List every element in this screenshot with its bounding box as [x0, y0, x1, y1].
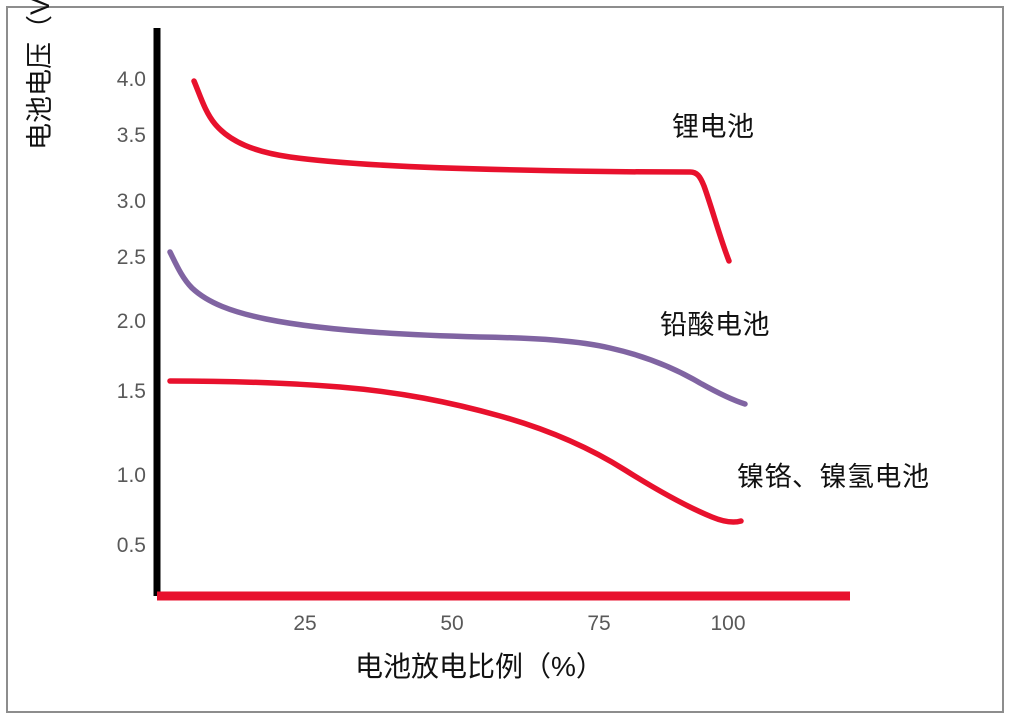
x-tick-label-100: 100	[710, 612, 746, 635]
series-label-lithium: 锂电池	[672, 112, 755, 142]
y-tick-label-0-5: 0.5	[116, 534, 146, 557]
x-axis-title: 电池放电比例（%）	[355, 651, 604, 682]
series-label-lead-acid: 铅酸电池	[660, 310, 770, 340]
y-axis-title: 电池电压（V）	[25, 0, 55, 151]
series-line-nicd-nimh	[167, 378, 744, 525]
y-tick-label-1-0: 1.0	[116, 464, 146, 487]
y-tick-label-2-0: 2.0	[116, 310, 146, 333]
y-tick-label-3-0: 3.0	[116, 190, 146, 213]
series-label-nicd-nimh: 镍铬、镍氢电池	[737, 462, 930, 492]
y-tick-label-4-0: 4.0	[116, 68, 146, 91]
x-tick-label-50: 50	[440, 612, 464, 635]
x-tick-label-75: 75	[587, 612, 611, 635]
y-tick-label-2-5: 2.5	[116, 246, 146, 269]
series-line-lead-acid	[167, 249, 748, 407]
y-tick-label-3-5: 3.5	[116, 124, 146, 147]
y-tick-label-1-5: 1.5	[116, 380, 146, 403]
x-tick-label-25: 25	[293, 612, 317, 635]
series-line-lithium	[191, 78, 732, 264]
